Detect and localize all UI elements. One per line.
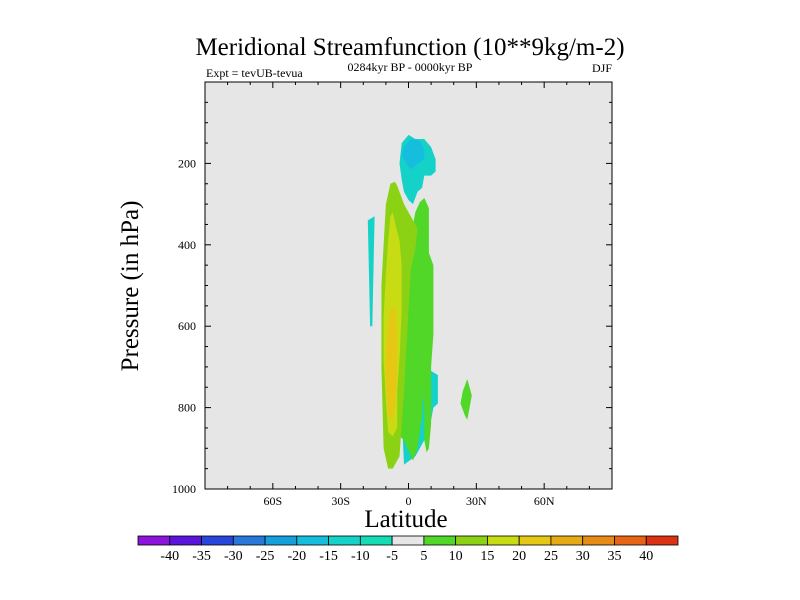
colorbar: -40 -35 -30 -25 -20 -15 -10 -5 5 10 15 20 25 30 35 40 xyxy=(137,535,679,564)
colorbar-box xyxy=(201,535,234,546)
y-tick-label: 800 xyxy=(178,401,196,415)
x-axis-label: Latitude xyxy=(364,506,447,533)
colorbar-box xyxy=(137,535,171,546)
x-tick-label: 60N xyxy=(534,494,555,508)
colorbar-label: 30 xyxy=(576,549,590,564)
colorbar-box xyxy=(296,535,329,546)
colorbar-box xyxy=(232,535,266,546)
colorbar-label: 5 xyxy=(420,549,427,564)
y-axis-ticks: 200 400 600 800 1000 xyxy=(172,101,612,496)
colorbar-box xyxy=(518,535,552,546)
center-string: 0284kyr BP - 0000kyr BP xyxy=(348,60,473,74)
x-axis-ticks: 60S 30S 0 30N 60N xyxy=(204,82,613,508)
contour-region-2 xyxy=(367,216,375,327)
colorbar-label: -35 xyxy=(192,549,211,564)
colorbar-box xyxy=(169,535,202,546)
left-string: Expt = tevUB-tevua xyxy=(206,66,303,80)
contour-region-6 xyxy=(422,252,434,453)
colorbar-box xyxy=(423,535,457,546)
colorbar-label: -40 xyxy=(160,549,179,564)
colorbar-label: 35 xyxy=(607,549,621,564)
x-tick-label: 30N xyxy=(466,494,487,508)
colorbar-label: 20 xyxy=(512,549,526,564)
colorbar-box xyxy=(328,535,361,546)
colorbar-label: -25 xyxy=(256,549,275,564)
colorbar-box xyxy=(550,535,584,546)
colorbar-box xyxy=(391,535,425,546)
y-axis-label: Pressure (in hPa) xyxy=(117,201,144,372)
x-tick-label: 60S xyxy=(263,494,282,508)
contour-region-4 xyxy=(401,139,425,170)
right-string: DJF xyxy=(592,61,612,75)
contour-region-10 xyxy=(385,305,398,420)
y-tick-label: 400 xyxy=(178,238,196,252)
chart-title: Meridional Streamfunction (10**9kg/m-2) xyxy=(195,34,624,61)
colorbar-box xyxy=(359,535,393,546)
colorbar-box xyxy=(455,535,488,546)
colorbar-box xyxy=(614,535,647,546)
colorbar-box xyxy=(487,535,520,546)
colorbar-label: 40 xyxy=(639,549,653,564)
contour-region-5 xyxy=(397,198,429,461)
colorbar-label: -30 xyxy=(224,549,243,564)
x-tick-label: 0 xyxy=(406,494,412,508)
y-tick-label: 600 xyxy=(178,319,196,333)
colorbar-label: -15 xyxy=(319,549,338,564)
colorbar-box xyxy=(582,535,615,546)
y-tick-label: 200 xyxy=(178,156,196,170)
colorbar-label: -5 xyxy=(386,549,398,564)
contour-regions xyxy=(367,134,472,469)
colorbar-label: -20 xyxy=(287,549,306,564)
colorbar-label: 10 xyxy=(449,549,463,564)
colorbar-label: 15 xyxy=(480,549,494,564)
colorbar-box xyxy=(264,535,298,546)
contour-region-7 xyxy=(460,379,472,420)
colorbar-label: -10 xyxy=(351,549,370,564)
plot-area: 200 400 600 800 1000 60S 30S 0 30N 60N xyxy=(172,81,613,508)
y-tick-label: 1000 xyxy=(172,482,196,496)
colorbar-box xyxy=(645,535,679,546)
x-tick-label: 30S xyxy=(331,494,350,508)
colorbar-label: 25 xyxy=(544,549,558,564)
